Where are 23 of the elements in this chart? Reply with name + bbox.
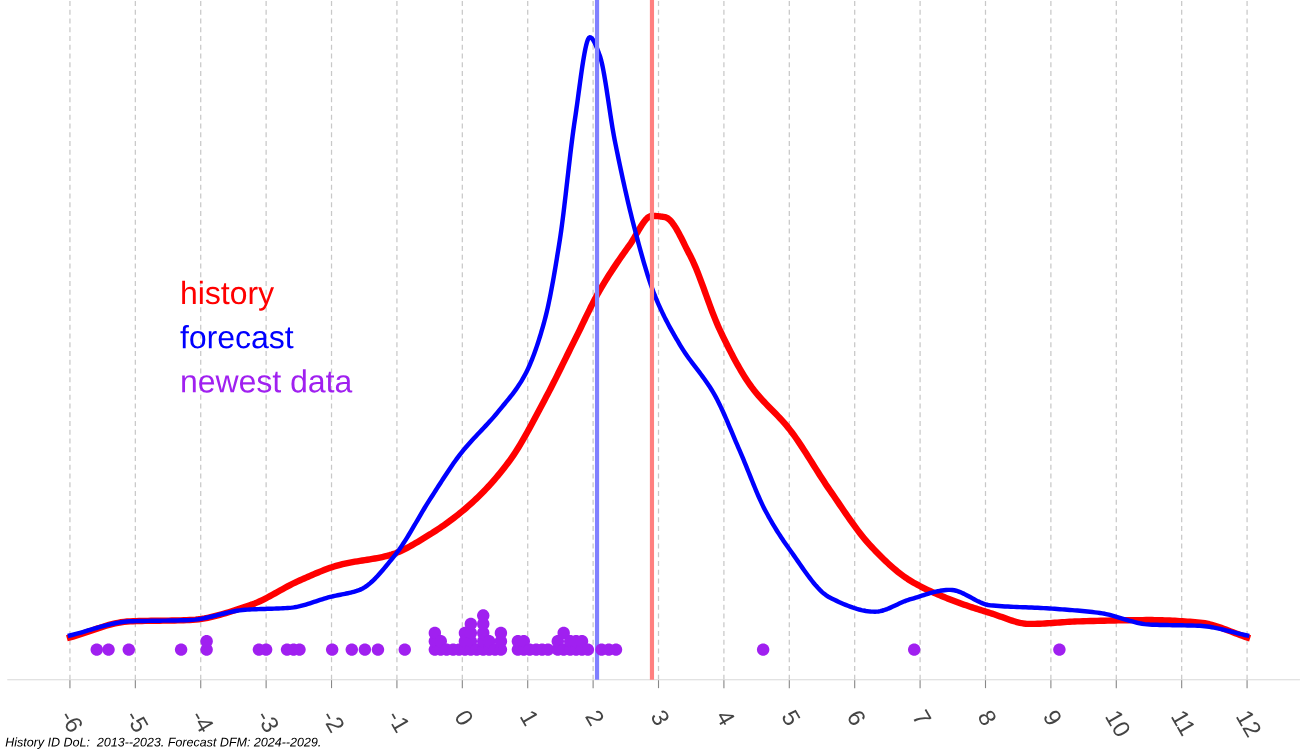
x-tick-label: -1: [386, 708, 411, 734]
x-tick-label: 6: [846, 708, 867, 727]
x-tick-label: 3: [650, 708, 671, 727]
x-tick-label: 4: [715, 708, 736, 727]
x-tick-label: 9: [1042, 708, 1063, 727]
x-tick-label: 11: [1171, 709, 1197, 737]
x-tick-label: 8: [977, 708, 998, 727]
x-tick-label: 10: [1105, 709, 1132, 739]
x-tick-label: -2: [321, 708, 346, 734]
x-tick-label: 12: [1236, 709, 1263, 738]
text: history: [182, 280, 275, 311]
x-tick-label: -5: [125, 708, 149, 734]
text: newest data: [182, 369, 353, 393]
x-tick-label: 0: [454, 708, 475, 727]
x-tick-label: -4: [190, 708, 215, 734]
text: forecast: [180, 325, 294, 349]
x-tick-label: 1: [520, 709, 540, 727]
x-tick-label: -3: [255, 708, 280, 734]
x-tick-label: 7: [912, 709, 932, 727]
x-tick-label: 5: [781, 708, 801, 727]
text: History ID DoL: 2013--2023. Forecast DFM: 2024--2029.: [5, 737, 320, 749]
x-tick-label: 2: [585, 708, 605, 727]
x-tick-label: -6: [59, 708, 84, 734]
